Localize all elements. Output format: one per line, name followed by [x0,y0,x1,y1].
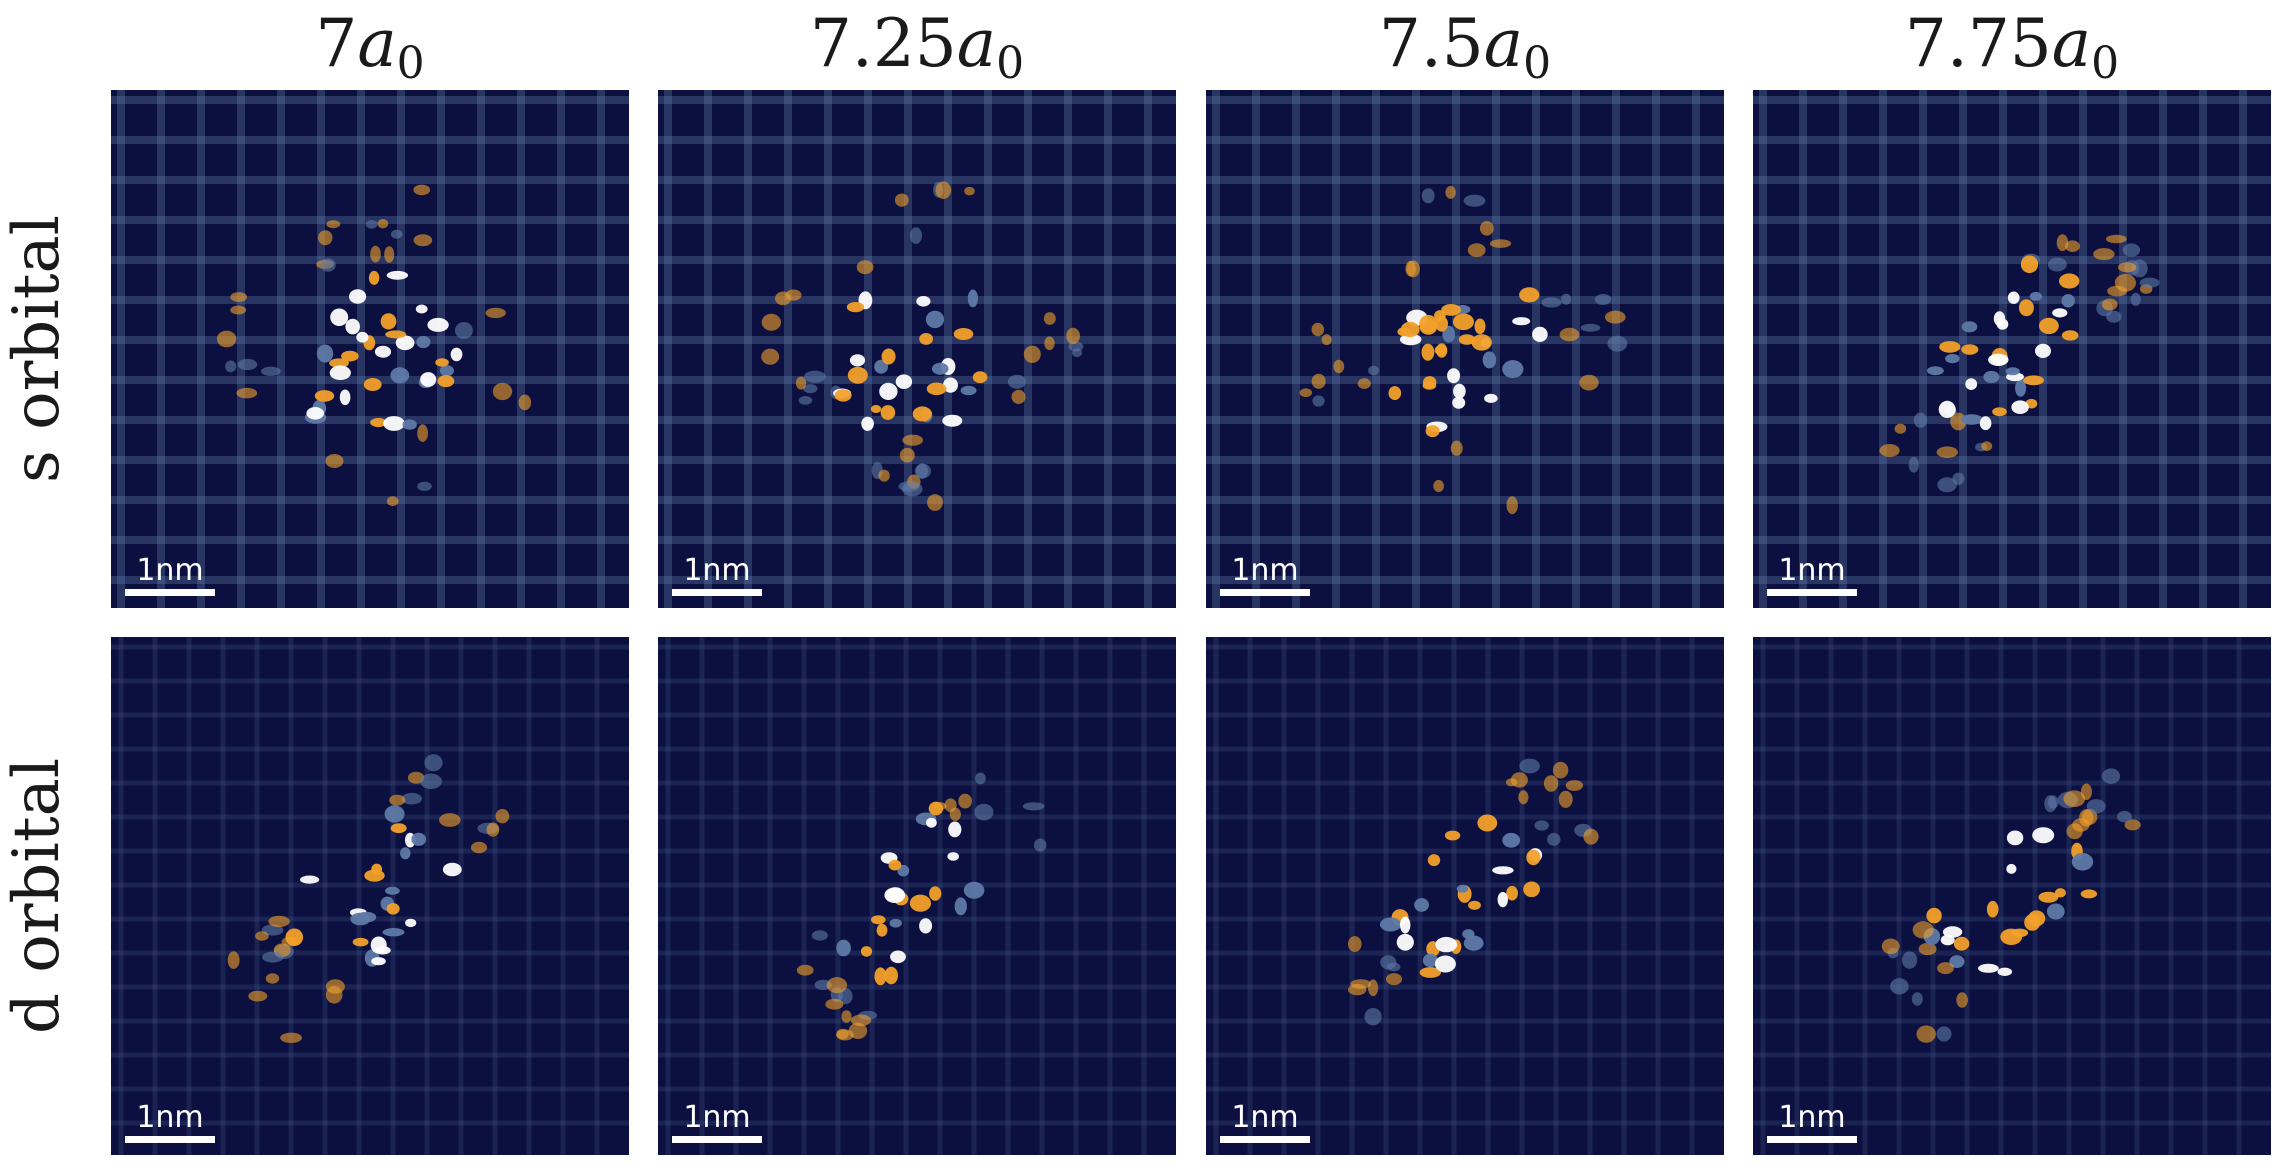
panel-s-orbital-7a0: 1nm [111,90,629,608]
panel-d-orbital-7-75a0: 1nm [1753,637,2271,1155]
scale-bar-line [672,589,762,596]
row-title-d-orbital: d orbital [0,757,74,1035]
ldos-map-image [658,637,1176,1155]
ldos-map-image [111,637,629,1155]
panel-s-orbital-7-5a0: 1nm [1206,90,1724,608]
ldos-map-image [1206,637,1724,1155]
scale-bar: 1nm [125,1102,215,1143]
scale-bar-label: 1nm [1231,553,1299,588]
column-title-7-75a0: 7.75a0 [1904,5,2120,89]
scale-bar-line [1220,589,1310,596]
scale-bar-label: 1nm [1231,1100,1299,1135]
scale-bar-label: 1nm [683,1100,751,1135]
scale-bar: 1nm [1220,555,1310,596]
scale-bar-label: 1nm [136,553,204,588]
scale-bar-label: 1nm [1778,1100,1846,1135]
scale-bar-line [1767,589,1857,596]
scale-bar-line [672,1136,762,1143]
scale-bar-line [1767,1136,1857,1143]
scale-bar-line [125,1136,215,1143]
scale-bar: 1nm [1767,1102,1857,1143]
scale-bar-label: 1nm [1778,553,1846,588]
ldos-map-image [1753,90,2271,608]
panel-d-orbital-7a0: 1nm [111,637,629,1155]
scale-bar: 1nm [1767,555,1857,596]
ldos-map-image [658,90,1176,608]
column-title-7-5a0: 7.5a0 [1378,5,1552,89]
panel-s-orbital-7-75a0: 1nm [1753,90,2271,608]
scale-bar: 1nm [672,555,762,596]
panel-d-orbital-7-5a0: 1nm [1206,637,1724,1155]
row-title-s-orbital: s orbital [0,214,74,484]
column-title-7-25a0: 7.25a0 [809,5,1025,89]
ldos-map-image [1753,637,2271,1155]
scale-bar: 1nm [125,555,215,596]
panel-d-orbital-7-25a0: 1nm [658,637,1176,1155]
panel-s-orbital-7-25a0: 1nm [658,90,1176,608]
scale-bar: 1nm [1220,1102,1310,1143]
scale-bar-label: 1nm [136,1100,204,1135]
column-title-7a0: 7a0 [315,5,425,89]
scale-bar-label: 1nm [683,553,751,588]
ldos-map-image [1206,90,1724,608]
scale-bar-line [1220,1136,1310,1143]
ldos-map-image [111,90,629,608]
scale-bar-line [125,589,215,596]
scale-bar: 1nm [672,1102,762,1143]
